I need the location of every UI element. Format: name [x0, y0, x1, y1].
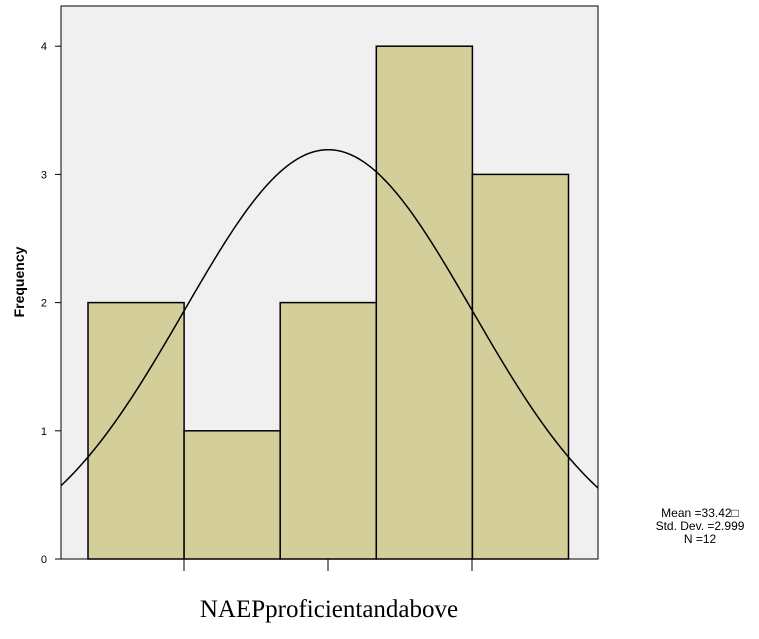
y-tick-label: 1: [41, 426, 47, 438]
x-axis-label: NAEPproficientandabove: [200, 596, 458, 623]
histogram-bar: [375, 45, 474, 560]
histogram-bar: [279, 301, 378, 560]
stats-mean: Mean =33.42□: [661, 506, 739, 520]
y-axis-label: Frequency: [11, 246, 27, 317]
stats-std-dev: Std. Dev. =2.999: [656, 519, 745, 533]
y-tick-label: 3: [41, 169, 47, 181]
y-tick-label: 2: [41, 298, 47, 310]
histogram-bar: [87, 301, 185, 560]
histogram-bar: [471, 173, 570, 560]
y-axis: 0 1 2 3 4: [41, 41, 61, 566]
y-tick-label: 0: [41, 554, 47, 566]
y-tick-label: 4: [41, 41, 47, 53]
normal-curve: [60, 148, 599, 489]
bars-group: [87, 45, 570, 560]
x-axis: [183, 559, 473, 571]
histogram-bar: [183, 430, 281, 560]
stats-n: N =12: [684, 532, 717, 546]
plot-frame: [60, 5, 599, 560]
